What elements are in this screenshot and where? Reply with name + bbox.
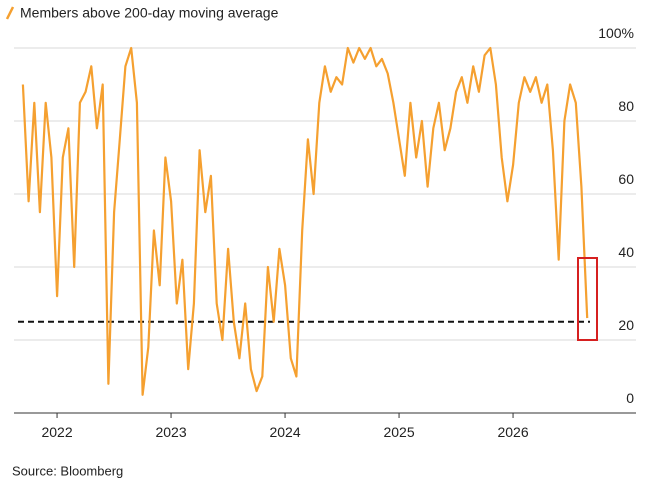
y-tick-label: 100% xyxy=(598,25,634,41)
plot-area: 0 20 40 60 80 100% 2022 2023 2024 2025 2026 xyxy=(14,25,636,440)
highlight-box xyxy=(577,257,598,341)
legend-label: Members above 200-day moving average xyxy=(20,5,279,21)
x-tick-label: 2023 xyxy=(155,424,186,440)
y-tick-label: 0 xyxy=(626,390,634,406)
legend-swatch xyxy=(5,6,15,20)
x-tick-label: 2026 xyxy=(497,424,528,440)
y-tick-label: 40 xyxy=(618,244,634,260)
y-tick-label: 80 xyxy=(618,98,634,114)
source: Source: Bloomberg xyxy=(12,463,123,478)
series-line xyxy=(21,46,589,396)
y-tick-label: 60 xyxy=(618,171,634,187)
x-tick-label: 2022 xyxy=(41,424,72,440)
x-tick-label: 2024 xyxy=(269,424,300,440)
x-tick-label: 2025 xyxy=(383,424,414,440)
y-tick-label: 20 xyxy=(618,317,634,333)
